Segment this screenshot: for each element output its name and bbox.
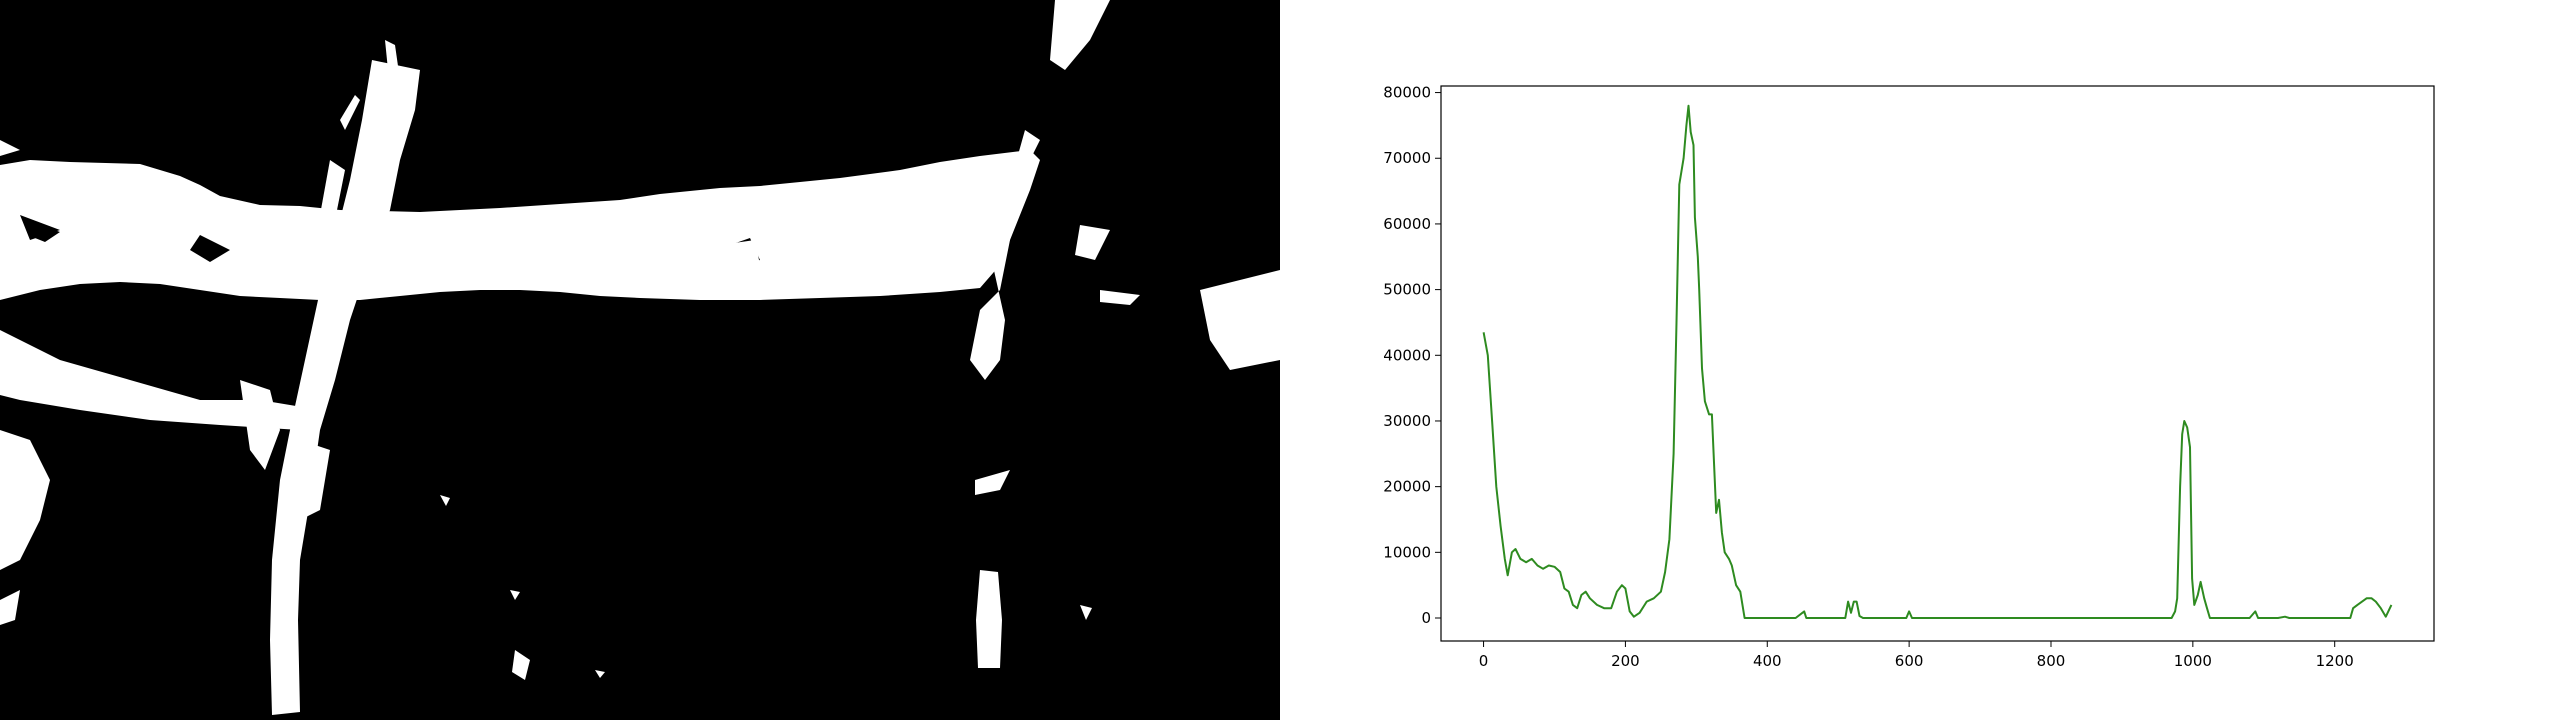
x-tick-label: 600 [1895,652,1924,670]
y-tick-label: 50000 [1383,281,1431,299]
x-tick-label: 200 [1611,652,1640,670]
y-tick-label: 10000 [1383,543,1431,561]
x-tick-label: 800 [2037,652,2066,670]
x-tick-label: 1200 [2316,652,2354,670]
line-chart: 0 200 400 600 800 1000 1200 0 10000 20000 30000 40… [1383,84,2435,670]
y-tick-label: 20000 [1383,478,1431,496]
x-axis-ticks: 0 200 400 600 800 1000 1200 [1479,641,2354,670]
x-tick-label: 0 [1479,652,1489,670]
y-tick-label: 60000 [1383,215,1431,233]
y-tick-label: 40000 [1383,346,1431,364]
series-line [1482,104,2393,619]
x-tick-label: 400 [1753,652,1782,670]
plot-area-frame [1440,85,2435,642]
y-tick-label: 70000 [1383,149,1431,167]
y-tick-label: 30000 [1383,412,1431,430]
histogram-panel: 0 200 400 600 800 1000 1200 0 10000 20000 30000 40… [1280,0,2560,720]
y-tick-label: 80000 [1383,84,1431,102]
y-axis-ticks: 0 10000 20000 30000 40000 50000 60000 70000 8000… [1383,84,1441,627]
y-tick-label: 0 [1421,609,1431,627]
binary-mask-image [0,0,1280,720]
x-tick-label: 1000 [2174,652,2212,670]
binary-mask-shapes [0,0,1280,715]
